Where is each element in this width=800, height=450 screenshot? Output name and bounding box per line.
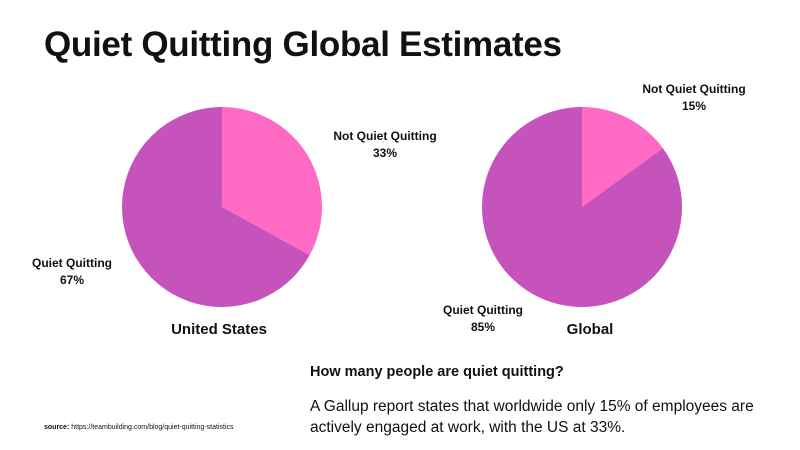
slice-label-quiet-quitting-global: Quiet Quitting 85% xyxy=(443,303,523,334)
pie-slice-not-quiet-quitting xyxy=(222,107,322,256)
source-label: source: xyxy=(44,424,70,431)
pie-slice-not-quiet-quitting xyxy=(582,107,663,207)
pie-slice-quiet-quitting xyxy=(482,107,682,307)
chart-title-global: Global xyxy=(566,321,614,338)
slice-label-quiet-quitting-us: Quiet Quitting 67% xyxy=(32,256,112,287)
info-heading: How many people are quiet quitting? xyxy=(310,364,564,380)
chart-title-united-states: United States xyxy=(171,321,267,338)
pie-chart-united-states xyxy=(121,107,322,307)
info-body: A Gallup report states that worldwide on… xyxy=(310,398,754,436)
pie-slice-quiet-quitting xyxy=(121,107,310,307)
slice-label-not-quiet-quitting-us: Not Quiet Quitting 33% xyxy=(333,129,437,160)
page-title: Quiet Quitting Global Estimates xyxy=(44,25,562,64)
slice-label-not-quiet-quitting-global: Not Quiet Quitting 15% xyxy=(642,82,746,113)
source-url: https://teambuilding.com/blog/quiet-quit… xyxy=(71,424,234,431)
pie-chart-global xyxy=(482,107,682,307)
source-note: source: https://teambuilding.com/blog/qu… xyxy=(44,424,234,431)
